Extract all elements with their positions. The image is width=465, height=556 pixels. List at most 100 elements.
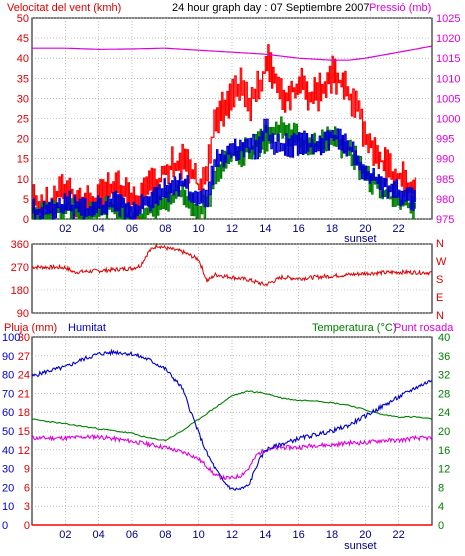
wind-pressure-panel: 0510152025303540455097598098599099510001… — [17, 13, 461, 245]
direction-y-tick-label: 180 — [11, 285, 29, 297]
wind-hour-label: 20 — [359, 223, 371, 235]
climate-hour-label: 10 — [193, 529, 205, 541]
temperature-y-tick-label: 4 — [438, 501, 444, 513]
wind-hour-label: 22 — [393, 223, 405, 235]
humidity-axis-title: Humitat — [68, 322, 106, 334]
humidity-y-tick-label: 80 — [2, 370, 14, 382]
temperature-y-tick-label: 24 — [438, 407, 450, 419]
rain-y-tick-label: 6 — [24, 482, 30, 494]
rain-y-tick-label: 30 — [18, 332, 30, 344]
pressure-y-tick-label: 990 — [436, 154, 454, 166]
wind-hour-label: 12 — [226, 223, 238, 235]
rain-y-tick-label: 9 — [24, 464, 30, 476]
pressure-y-tick-label: 1000 — [436, 114, 460, 126]
direction-compass-label: N — [436, 238, 444, 250]
rain-y-tick-label: 24 — [18, 370, 30, 382]
wind-y-tick-label: 20 — [17, 134, 29, 146]
temperature-y-tick-label: 36 — [438, 351, 450, 363]
climate-hour-label: 06 — [126, 529, 138, 541]
sunset-label-bottom: sunset — [344, 540, 376, 552]
pressure-y-tick-label: 985 — [436, 174, 454, 186]
temperature-y-tick-label: 0 — [438, 520, 444, 532]
wind-hour-label: 18 — [326, 223, 338, 235]
temperature-series — [31, 390, 433, 442]
climate-hour-label: 02 — [59, 529, 71, 541]
temperature-y-tick-label: 40 — [438, 332, 450, 344]
wind-low-series — [32, 116, 416, 220]
climate-hour-label: 12 — [226, 529, 238, 541]
climate-hour-label: 14 — [259, 529, 271, 541]
direction-compass-label: S — [436, 274, 443, 286]
pressure-y-tick-label: 1010 — [436, 73, 460, 85]
climate-hour-label: 22 — [393, 529, 405, 541]
humidity-y-tick-label: 0 — [2, 520, 8, 532]
humidity-y-tick-label: 30 — [2, 464, 14, 476]
humidity-y-tick-label: 60 — [2, 407, 14, 419]
direction-y-tick-label: 360 — [11, 239, 29, 251]
humidity-series — [31, 348, 433, 491]
direction-compass-label: N — [436, 310, 444, 322]
wind-hour-label: 06 — [126, 223, 138, 235]
pressure-y-tick-label: 995 — [436, 134, 454, 146]
temperature-y-tick-label: 32 — [438, 370, 450, 382]
wind-y-tick-label: 30 — [17, 93, 29, 105]
rain-y-tick-label: 3 — [24, 501, 30, 513]
sunset-label: sunset — [344, 233, 376, 245]
direction-y-tick-label: 90 — [17, 308, 29, 320]
wind-hour-label: 16 — [293, 223, 305, 235]
wind-y-tick-label: 15 — [17, 154, 29, 166]
wind-y-tick-label: 25 — [17, 114, 29, 126]
direction-compass-label: W — [436, 256, 447, 268]
pressure-y-tick-label: 1025 — [436, 13, 460, 25]
temperature-y-tick-label: 12 — [438, 464, 450, 476]
pressure-series — [32, 45, 433, 61]
rain-y-tick-label: 18 — [18, 407, 30, 419]
wind-y-tick-label: 0 — [23, 214, 29, 226]
temperature-axis-title: Temperatura (°C) — [312, 322, 396, 334]
wind-hour-label: 08 — [159, 223, 171, 235]
direction-y-tick-label: 270 — [11, 262, 29, 274]
climate-hour-label: 04 — [93, 529, 105, 541]
humidity-y-tick-label: 90 — [2, 351, 14, 363]
climate-hour-label: 08 — [159, 529, 171, 541]
rain-y-tick-label: 27 — [18, 351, 30, 363]
humidity-y-tick-label: 100 — [2, 332, 20, 344]
temperature-y-tick-label: 8 — [438, 482, 444, 494]
wind-direction-series — [31, 242, 433, 287]
dewpoint-series — [31, 433, 433, 481]
dewpoint-axis-title: Punt rosada — [394, 322, 454, 334]
wind-average-series — [32, 118, 416, 220]
rain-axis-title: Pluja (mm) — [4, 322, 57, 334]
climate-hour-label: 18 — [326, 529, 338, 541]
wind-hour-label: 14 — [259, 223, 271, 235]
wind-y-tick-label: 35 — [17, 73, 29, 85]
wind-speed-axis-title: Velocitat del vent (kmh) — [7, 2, 121, 14]
rain-y-tick-label: 15 — [18, 426, 30, 438]
humidity-y-tick-label: 40 — [2, 445, 14, 457]
rain-y-tick-label: 21 — [18, 388, 30, 400]
wind-hour-label: 02 — [59, 223, 71, 235]
rain-y-tick-label: 12 — [18, 445, 30, 457]
pressure-y-tick-label: 980 — [436, 194, 454, 206]
temperature-y-tick-label: 28 — [438, 388, 450, 400]
wind-y-tick-label: 45 — [17, 33, 29, 45]
wind-y-tick-label: 50 — [17, 13, 29, 25]
humidity-y-tick-label: 10 — [2, 501, 14, 513]
rain-y-tick-label: 0 — [24, 520, 30, 532]
wind-y-tick-label: 10 — [17, 174, 29, 186]
chart-title: 24 hour graph day : 07 Septiembre 2007 — [172, 2, 370, 14]
temperature-y-tick-label: 16 — [438, 445, 450, 457]
humidity-y-tick-label: 50 — [2, 426, 14, 438]
pressure-y-tick-label: 1015 — [436, 53, 460, 65]
pressure-y-tick-label: 1005 — [436, 93, 460, 105]
wind-hour-label: 10 — [193, 223, 205, 235]
temperature-y-tick-label: 20 — [438, 426, 450, 438]
humidity-temperature-panel: 0369121518212427300102030405060708090100… — [2, 332, 450, 552]
pressure-axis-title: Pressió (mb) — [369, 2, 431, 14]
wind-hour-label: 04 — [93, 223, 105, 235]
climate-hour-label: 16 — [293, 529, 305, 541]
humidity-y-tick-label: 20 — [2, 482, 14, 494]
climate-hour-label: 20 — [359, 529, 371, 541]
